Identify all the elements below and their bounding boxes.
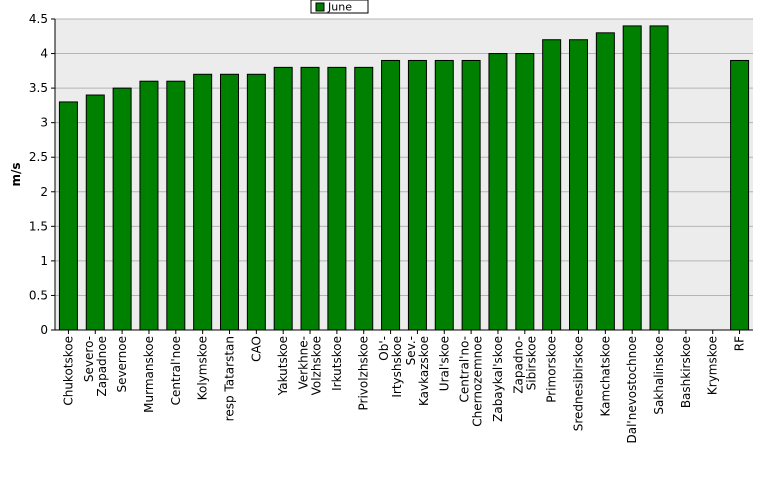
y-tick-label: 1 — [40, 254, 48, 268]
y-tick-label: 2.5 — [29, 150, 48, 164]
category-labels: Chukotskoe Severo- Zapadnoe Severnoe Murmans… — [61, 336, 746, 444]
category-label: Central'no- — [458, 336, 472, 403]
category-label: Sakhalinskoe — [652, 336, 666, 415]
bar — [542, 39, 562, 331]
bar — [273, 66, 293, 331]
category-label: CAO — [249, 336, 263, 362]
bar — [58, 101, 78, 331]
category-label: Zabaykal'skoe — [491, 336, 505, 422]
y-tick-label: 3.5 — [29, 81, 48, 95]
category-label: Chernozemnoe — [471, 336, 485, 427]
y-tick-label: 0 — [40, 323, 48, 337]
category-label: Chukotskoe — [61, 336, 75, 406]
category-label: RF — [733, 336, 747, 351]
category-label: Kolymskoe — [196, 336, 210, 400]
category-label: Volzhskoe — [310, 336, 324, 395]
bar — [461, 59, 481, 331]
bar — [85, 94, 105, 331]
category-label: Kamchatskoe — [598, 336, 612, 416]
bar — [434, 59, 454, 331]
category-label: Kavkazskoe — [417, 336, 431, 406]
bar — [354, 66, 374, 331]
bar — [595, 32, 615, 331]
bar — [407, 59, 427, 331]
category-label: Central'noe — [169, 336, 183, 405]
y-tick-label: 2 — [40, 185, 48, 199]
bar — [300, 66, 320, 331]
plot-area — [55, 19, 753, 330]
legend-swatch — [315, 2, 325, 12]
category-label: Sev.- — [404, 336, 418, 365]
category-label: Dal'nevostochnoe — [625, 336, 639, 444]
bar — [515, 53, 535, 331]
bar — [622, 25, 642, 331]
legend: June — [310, 0, 369, 14]
bar — [246, 73, 266, 331]
bar — [381, 59, 401, 331]
category-label: Ob'- — [377, 336, 391, 361]
category-label: Murmanskoe — [142, 336, 156, 413]
bar — [569, 39, 588, 331]
category-label: Privolzhskoe — [357, 336, 371, 410]
y-tick-label: 3 — [40, 116, 48, 130]
bar — [730, 59, 750, 331]
y-tick-labels: 0 0.5 1 1.5 2 2.5 3 3.5 4 4.5 — [29, 12, 55, 337]
category-label: Severo- — [82, 336, 96, 382]
bar — [488, 53, 508, 331]
y-tick-label: 4.5 — [29, 12, 48, 26]
y-axis-title: m/s — [9, 162, 23, 186]
category-label: Severnoe — [115, 336, 129, 393]
bar — [220, 73, 239, 331]
y-tick-label: 1.5 — [29, 219, 48, 233]
legend-label: June — [327, 1, 352, 14]
category-label: Irtyshskoe — [390, 336, 404, 398]
bars — [58, 25, 750, 331]
category-label: Sibirskoe — [524, 336, 538, 390]
bar — [193, 73, 213, 331]
category-label: Krymskoe — [706, 336, 720, 395]
bar — [112, 87, 132, 331]
category-label: Yakutskoe — [276, 336, 290, 396]
category-label: Ural'skoe — [437, 336, 451, 391]
category-label: Srednesibirskoe — [572, 336, 586, 431]
category-label: resp Tatarstan — [223, 336, 237, 421]
bar — [139, 80, 159, 331]
category-label: Bashkirskoe — [679, 336, 693, 408]
category-label: Primorskoe — [545, 336, 559, 403]
category-label: Verkhne- — [297, 336, 311, 389]
axes — [54, 19, 753, 334]
y-tick-label: 0.5 — [29, 288, 48, 302]
y-tick-label: 4 — [40, 47, 48, 61]
bar — [327, 66, 347, 331]
bar — [166, 80, 186, 331]
category-label: Zapadnoe — [95, 336, 109, 397]
bar — [649, 25, 669, 331]
legend-box — [310, 0, 369, 14]
category-label: Zapadno- — [511, 336, 525, 394]
category-label: Irkutskoe — [330, 336, 344, 391]
